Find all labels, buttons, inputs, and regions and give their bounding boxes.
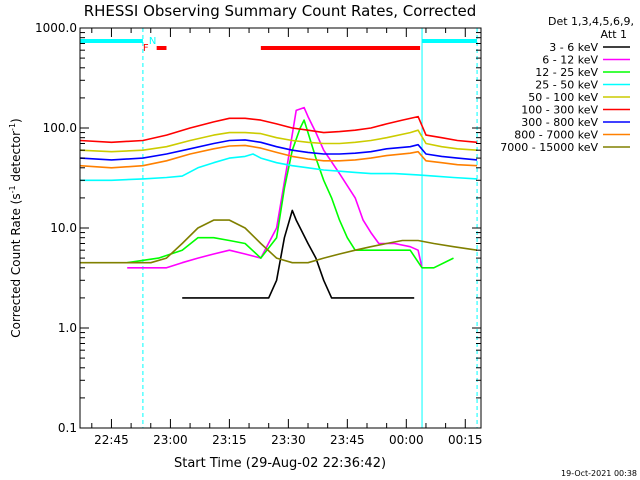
legend-header-line-2: Att 1 [601, 28, 627, 41]
series-line-6 [79, 139, 478, 161]
y-axis-label-main: Corrected Count Rate (s [9, 193, 23, 337]
legend-label-0: 3 - 6 keV [549, 41, 598, 54]
series-line-8 [80, 219, 478, 264]
legend-header-line-1: Det 1,3,4,5,6,9, [548, 15, 634, 28]
y-axis-label-sup2: -1 [8, 123, 17, 131]
legend-label-3: 25 - 50 keV [535, 79, 598, 92]
series-line-4 [79, 129, 478, 153]
flare-marker-label: F [143, 43, 149, 54]
night-bar [422, 39, 478, 43]
y-axis-label-mid: detector [9, 131, 23, 186]
flare-bar [260, 46, 421, 50]
x-tick-label: 23:45 [330, 433, 365, 447]
series-line-0 [182, 209, 415, 299]
x-tick-label: 23:00 [153, 433, 188, 447]
plot-area: NF [79, 28, 478, 428]
y-tick-label: 10.0 [50, 221, 77, 235]
chart-title: RHESSI Observing Summary Count Rates, Co… [84, 2, 477, 20]
y-tick-label: 1.0 [58, 321, 77, 335]
x-tick-label: 23:15 [212, 433, 247, 447]
footer-timestamp: 19-Oct-2021 00:38 [561, 469, 637, 478]
series-line-1 [127, 106, 423, 269]
series-line-5 [79, 115, 478, 144]
y-axis-label: Corrected Count Rate (s-1 detector-1) [8, 118, 23, 337]
y-axis-label-sup1: -1 [8, 185, 17, 193]
plot-frame [79, 27, 482, 429]
y-tick-label: 1000.0 [35, 21, 77, 35]
y-axis-label-end: ) [9, 118, 23, 123]
axes: 0.1 1.0 10.0 100.0 1000.0 22:45 23:00 23:15 23:3… [35, 21, 483, 447]
legend-label-8: 7000 - 15000 keV [500, 141, 598, 154]
x-axis-label: Start Time (29-Aug-02 22:36:42) [174, 456, 386, 471]
legend-label-7: 800 - 7000 keV [514, 129, 598, 142]
night-bar [80, 39, 143, 43]
legend-label-2: 12 - 25 keV [535, 66, 598, 79]
x-tick-label: 00:00 [389, 433, 424, 447]
series-line-3 [80, 153, 478, 182]
night-marker-label: N [149, 36, 156, 47]
series-line-2 [127, 119, 454, 269]
legend-label-1: 6 - 12 keV [542, 54, 598, 67]
x-tick-label: 22:45 [94, 433, 129, 447]
series-line-7 [79, 144, 478, 169]
legend-label-6: 300 - 800 keV [521, 116, 598, 129]
x-tick-label: 00:15 [448, 433, 483, 447]
y-tick-label: 0.1 [58, 421, 77, 435]
flare-bar [156, 46, 167, 50]
legend-label-5: 100 - 300 keV [521, 104, 598, 117]
legend-label-4: 50 - 100 keV [528, 91, 598, 104]
x-tick-label: 23:30 [271, 433, 306, 447]
y-tick-label: 100.0 [43, 121, 77, 135]
